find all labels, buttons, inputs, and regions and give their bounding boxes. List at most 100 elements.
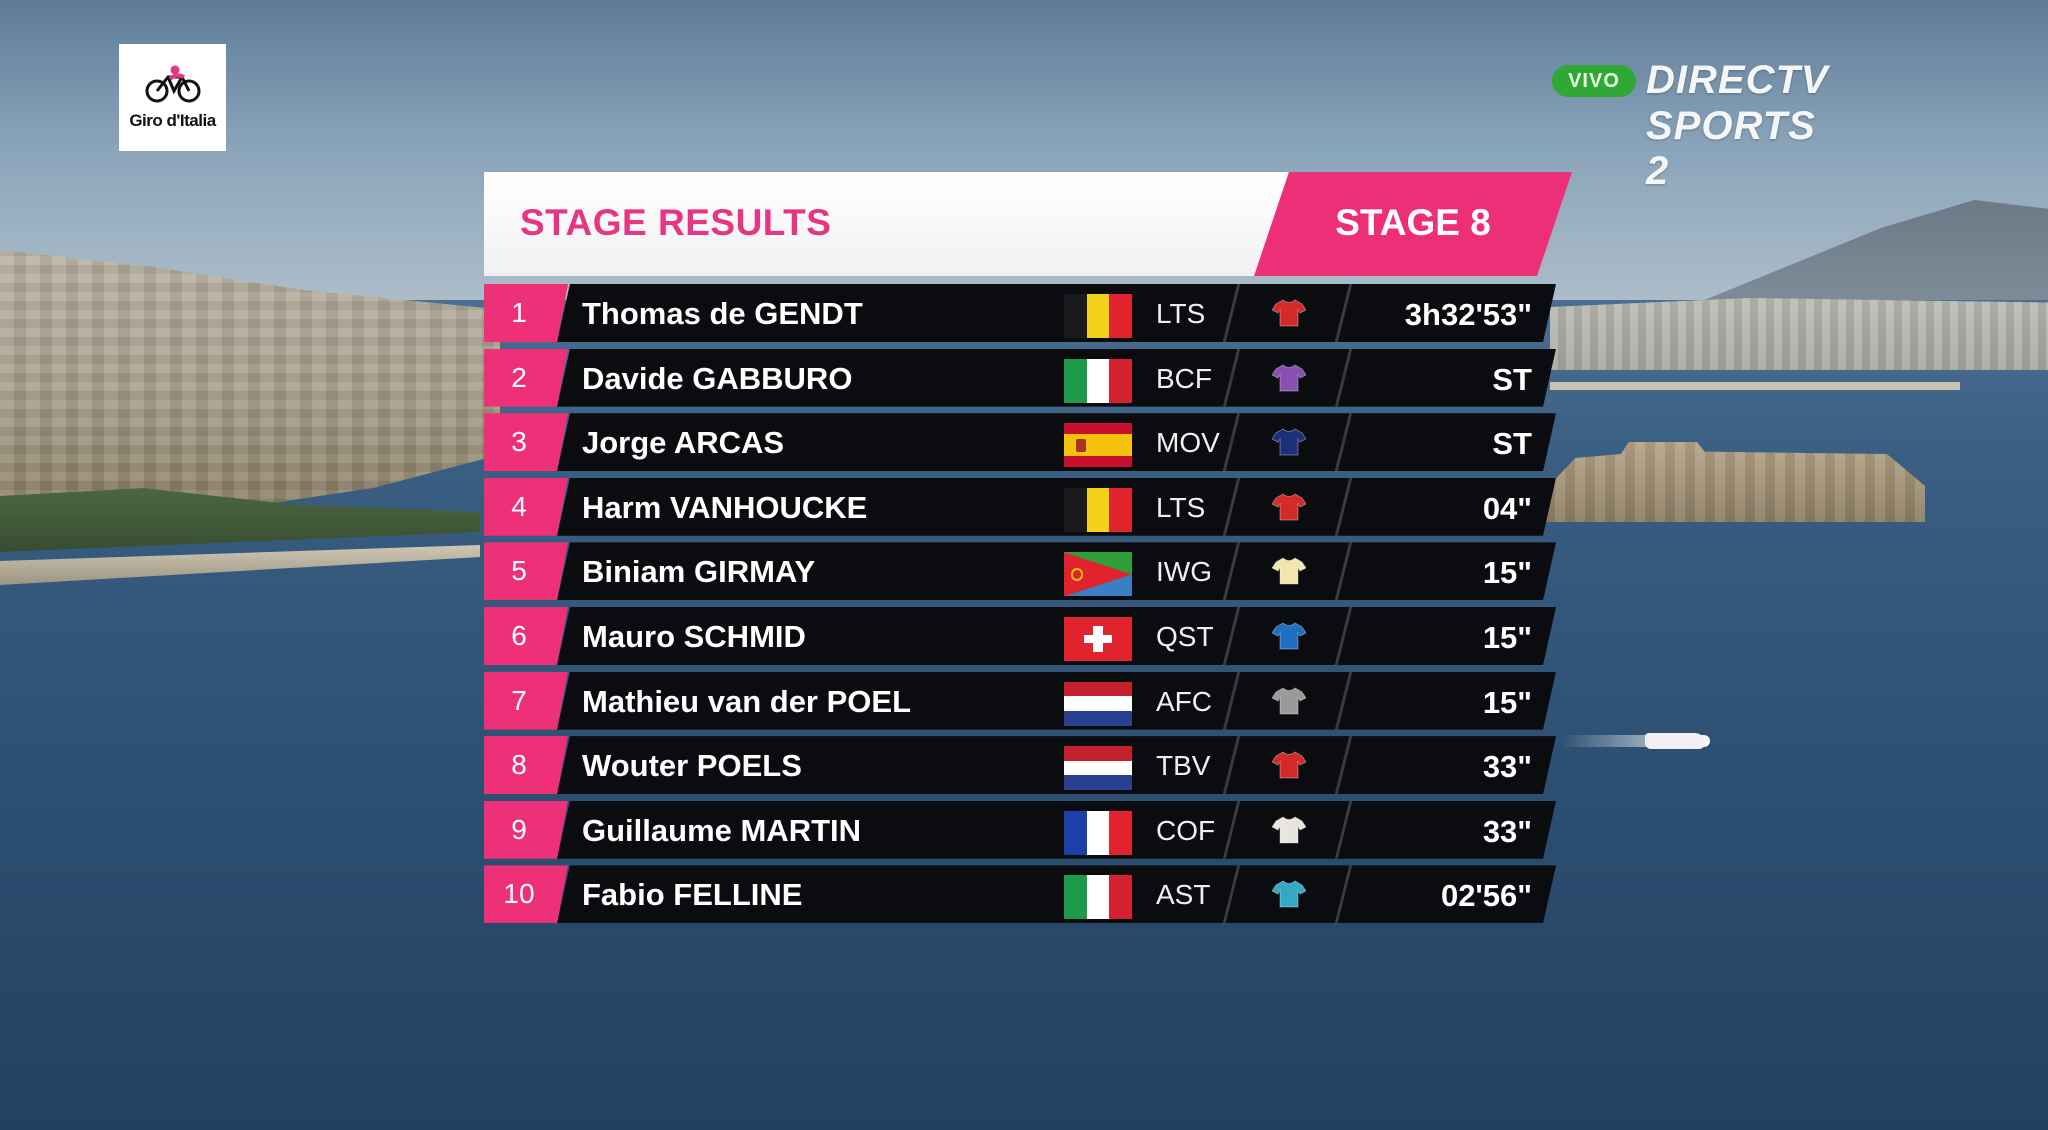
position-number: 4	[511, 490, 527, 522]
belgium-flag	[1064, 487, 1132, 532]
team-code: LTS	[1156, 298, 1206, 329]
team-jersey-icon	[1272, 880, 1306, 908]
position-number: 6	[511, 619, 527, 651]
boat	[1645, 733, 1705, 749]
result-row: 9 Guillaume MARTIN COF 33"	[484, 800, 1556, 859]
finish-time: 02'56"	[1440, 878, 1532, 914]
finish-time: 15"	[1482, 555, 1532, 591]
rider-name: Mauro SCHMID	[582, 618, 806, 654]
position-badge: 5	[484, 542, 568, 601]
pier	[1550, 382, 1960, 390]
result-row: 6 Mauro SCHMID QST 15"	[484, 606, 1556, 665]
finish-time: 3h32'53"	[1404, 297, 1532, 332]
result-row: 5 Biniam GIRMAY IWG 15"	[484, 542, 1556, 601]
position-badge: 10	[484, 865, 568, 924]
result-row: 10 Fabio FELLINE AST 02'56"	[484, 865, 1556, 924]
finish-time: 33"	[1482, 813, 1532, 849]
team-jersey-icon	[1272, 686, 1306, 715]
team-code: MOV	[1156, 427, 1220, 459]
result-row-bar	[557, 800, 1556, 859]
result-row-bar	[557, 736, 1556, 795]
broadcaster-name: DIRECTV	[1646, 58, 1829, 102]
results-header: STAGE RESULTS STAGE 8	[484, 172, 1572, 276]
position-badge: 7	[484, 671, 568, 730]
result-row: 4 Harm VANHOUCKE LTS 04"	[484, 477, 1556, 536]
netherlands-flag	[1064, 746, 1132, 791]
team-code: BCF	[1156, 362, 1212, 394]
team-jersey-icon	[1272, 557, 1306, 585]
result-row: 3 Jorge ARCAS MOV ST	[484, 413, 1556, 472]
italy-flag	[1064, 875, 1132, 920]
result-row: 1 Thomas de GENDT LTS 3h32'53"	[484, 284, 1556, 342]
netherlands-flag	[1064, 681, 1132, 726]
rider-name: Davide GABBURO	[582, 360, 853, 396]
position-badge: 8	[484, 736, 568, 795]
position-number: 1	[511, 297, 527, 328]
broadcaster-logo: VIVO DIRECTV SPORTS 2	[1552, 58, 1842, 193]
position-number: 2	[511, 361, 527, 393]
team-code: IWG	[1156, 556, 1212, 588]
position-badge: 6	[484, 606, 568, 665]
result-row-bar	[557, 606, 1556, 665]
broadcaster-channel: SPORTS 2	[1646, 104, 1816, 193]
rider-name: Wouter POELS	[582, 748, 802, 784]
results-title-bar: STAGE RESULTS	[484, 172, 1289, 276]
stage-label: STAGE 8	[1335, 202, 1491, 243]
team-jersey-icon	[1272, 299, 1306, 327]
giro-logo: Giro d'Italia	[119, 44, 226, 151]
finish-time: 15"	[1482, 619, 1532, 655]
rider-name: Fabio FELLINE	[582, 877, 803, 913]
results-title: STAGE RESULTS	[520, 202, 832, 243]
position-badge: 1	[484, 284, 568, 342]
finish-time: 15"	[1482, 684, 1532, 720]
stage-badge: STAGE 8	[1254, 172, 1572, 276]
switzerland-flag	[1064, 616, 1132, 661]
france-flag	[1064, 810, 1132, 855]
team-jersey-icon	[1272, 363, 1306, 392]
team-code: AST	[1156, 879, 1211, 911]
result-row-bar	[557, 348, 1556, 407]
position-number: 7	[511, 684, 527, 716]
position-number: 10	[503, 878, 535, 910]
result-row: 2 Davide GABBURO BCF ST	[484, 348, 1556, 407]
live-badge: VIVO	[1552, 65, 1636, 97]
team-jersey-icon	[1272, 428, 1306, 456]
result-row-bar	[557, 671, 1556, 730]
team-code: LTS	[1156, 491, 1206, 523]
finish-time: ST	[1492, 426, 1532, 462]
position-badge: 2	[484, 348, 568, 407]
result-row: 7 Mathieu van der POEL AFC 15"	[484, 671, 1556, 730]
finish-time: 04"	[1482, 490, 1532, 526]
result-row-bar	[557, 413, 1556, 472]
rider-name: Thomas de GENDT	[582, 296, 863, 331]
castle	[1545, 442, 1925, 522]
rider-name: Biniam GIRMAY	[582, 554, 816, 590]
eritrea-flag	[1064, 552, 1132, 597]
team-code: QST	[1156, 620, 1214, 652]
far-city	[1550, 298, 2048, 370]
position-number: 9	[511, 813, 527, 845]
belgium-flag	[1064, 294, 1132, 338]
position-badge: 9	[484, 800, 568, 859]
rider-name: Mathieu van der POEL	[582, 683, 912, 719]
result-row: 8 Wouter POELS TBV 33"	[484, 736, 1556, 795]
rider-name: Jorge ARCAS	[582, 425, 785, 461]
team-code: TBV	[1156, 750, 1211, 782]
spain-flag	[1064, 423, 1132, 468]
bicycle-icon	[145, 65, 200, 102]
position-number: 5	[511, 555, 527, 587]
giro-logo-text: Giro d'Italia	[129, 110, 216, 130]
results-table: 1 Thomas de GENDT LTS 3h32'53" 2 Davide …	[484, 284, 1556, 930]
team-jersey-icon	[1272, 751, 1306, 779]
team-jersey-icon	[1272, 493, 1306, 521]
team-code: AFC	[1156, 685, 1212, 717]
team-jersey-icon	[1272, 622, 1306, 650]
italy-flag	[1064, 358, 1132, 403]
position-number: 8	[511, 749, 527, 781]
team-jersey-icon	[1272, 816, 1306, 844]
result-row-bar	[557, 865, 1556, 924]
finish-time: 33"	[1482, 749, 1532, 785]
result-row-bar	[557, 284, 1556, 342]
team-code: COF	[1156, 814, 1216, 846]
